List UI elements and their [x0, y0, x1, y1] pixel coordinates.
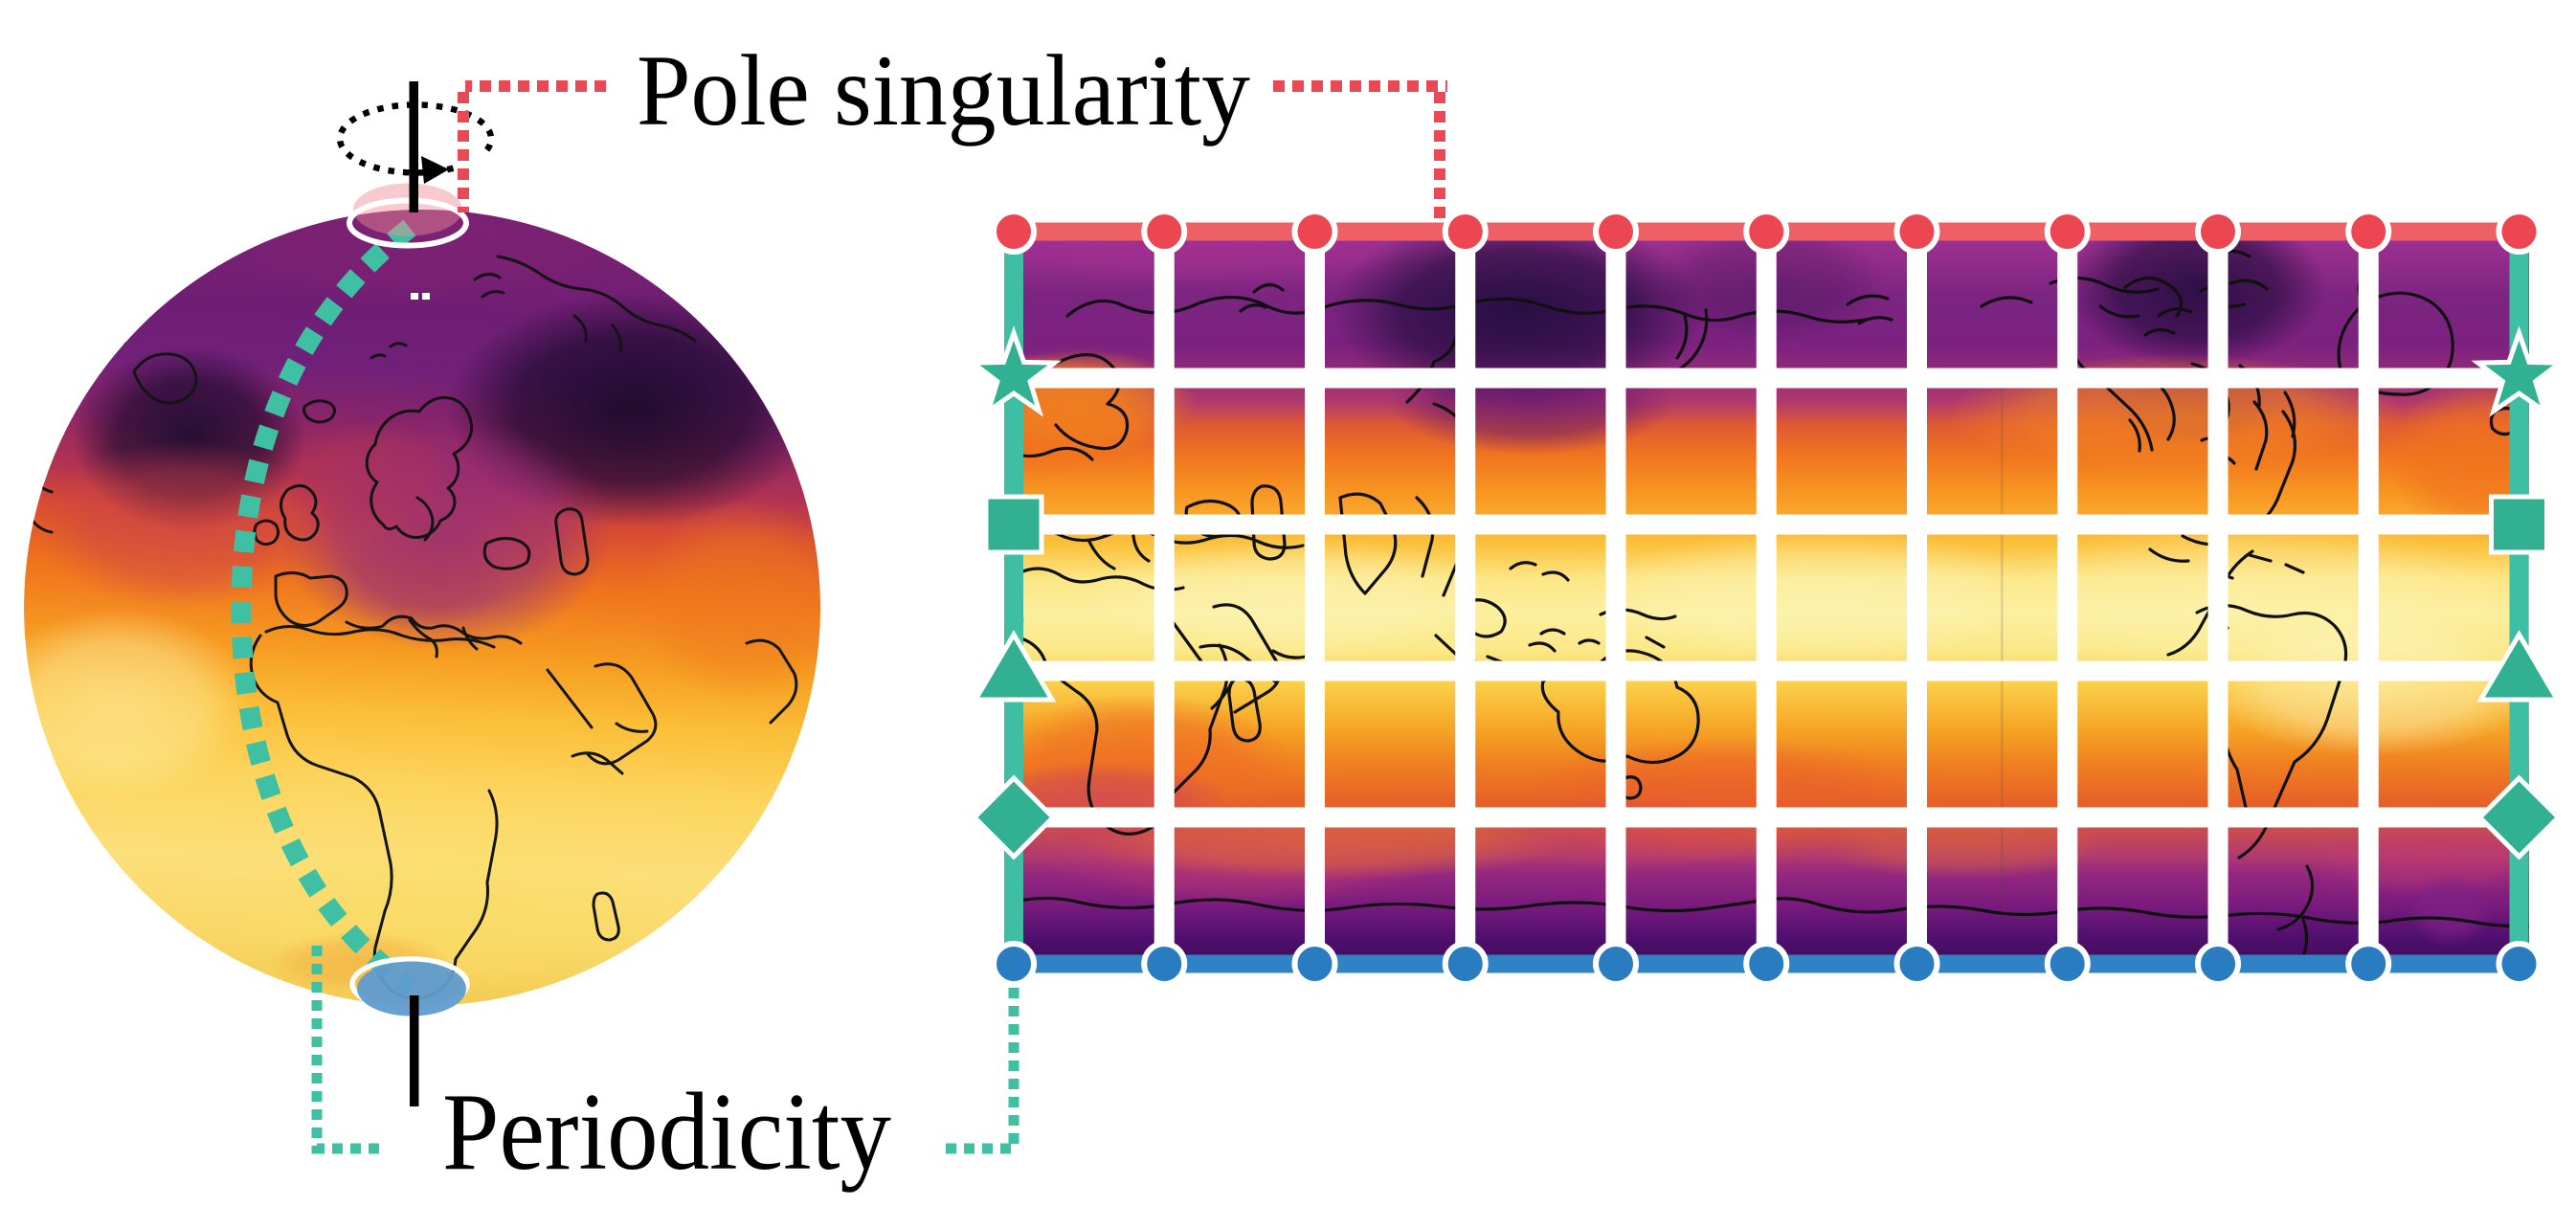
svg-text:Pole singularity: Pole singularity: [637, 34, 1250, 146]
svg-text:Periodicity: Periodicity: [442, 1071, 891, 1194]
